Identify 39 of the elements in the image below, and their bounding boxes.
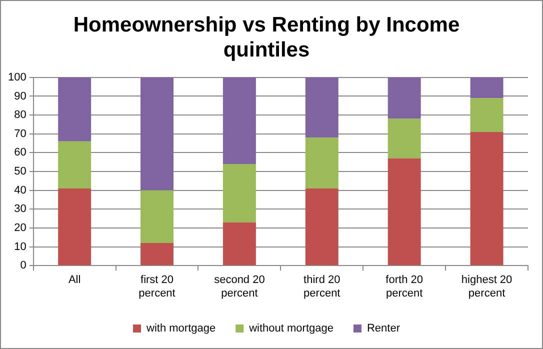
bar bbox=[222, 77, 256, 164]
chart-title: Homeownership vs Renting by Income quintiles bbox=[73, 13, 460, 62]
legend-label: Renter bbox=[366, 322, 400, 335]
y-tick-label: 0 bbox=[20, 260, 26, 272]
bar bbox=[58, 141, 92, 188]
x-tick-label: second 20 percent bbox=[214, 274, 265, 300]
y-tick-label: 100 bbox=[8, 71, 26, 84]
y-tick-label: 80 bbox=[14, 109, 26, 122]
y-tick-label: 70 bbox=[14, 128, 26, 140]
bar bbox=[140, 77, 174, 190]
bar bbox=[388, 77, 421, 119]
x-tick-label: All bbox=[68, 274, 81, 286]
legend-label: with mortgage bbox=[146, 322, 216, 335]
bar bbox=[222, 222, 256, 266]
bar bbox=[470, 98, 504, 132]
bar bbox=[305, 138, 338, 188]
x-tick-label: highest 20 percent bbox=[461, 274, 512, 300]
y-tick-label: 20 bbox=[14, 222, 26, 234]
y-tick-label: 30 bbox=[14, 203, 26, 216]
y-tick-label: 50 bbox=[14, 166, 26, 178]
bar bbox=[305, 188, 338, 266]
bar bbox=[388, 118, 421, 158]
x-tick-label: forth 20 percent bbox=[386, 274, 423, 300]
legend-label: without mortgage bbox=[248, 322, 334, 335]
bar bbox=[470, 77, 504, 98]
x-tick-label: third 20 percent bbox=[304, 274, 340, 300]
y-tick-label: 60 bbox=[14, 146, 26, 159]
bar bbox=[388, 158, 421, 266]
bar bbox=[470, 132, 504, 266]
y-tick-label: 90 bbox=[14, 90, 26, 102]
bar bbox=[305, 77, 338, 138]
bar bbox=[222, 164, 256, 222]
bar bbox=[58, 77, 92, 142]
y-tick-label: 40 bbox=[14, 184, 26, 196]
x-tick-label: first 20 percent bbox=[138, 274, 176, 300]
bar bbox=[140, 190, 174, 244]
bar bbox=[140, 243, 174, 266]
bar bbox=[58, 188, 92, 266]
y-tick-label: 10 bbox=[14, 240, 26, 253]
